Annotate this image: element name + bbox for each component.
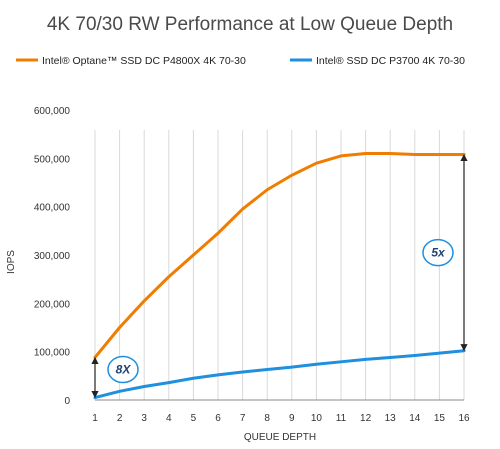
x-axis-ticks: 1 2 3 4 5 6 7 8 9 10 11 12 13 14 15 16 bbox=[92, 413, 470, 424]
data-point bbox=[93, 356, 97, 359]
legend-label-optane: Intel® Optane™ SSD DC P4800X 4K 70-30 bbox=[42, 55, 246, 67]
data-point bbox=[266, 188, 269, 191]
y-axis-title: IOPS bbox=[6, 250, 17, 274]
data-point bbox=[241, 370, 244, 374]
data-point bbox=[315, 363, 318, 366]
data-point bbox=[192, 377, 195, 380]
data-point bbox=[339, 360, 343, 364]
annotation-label: 8X bbox=[116, 363, 132, 377]
x-tick-label: 12 bbox=[360, 413, 372, 424]
chart-title: 4K 70/30 RW Performance at Low Queue Dep… bbox=[47, 14, 453, 35]
x-tick-label: 9 bbox=[289, 413, 295, 424]
data-point bbox=[389, 152, 392, 155]
data-point bbox=[438, 351, 441, 355]
x-tick-label: 15 bbox=[434, 413, 446, 424]
data-point bbox=[167, 275, 170, 278]
x-tick-label: 5 bbox=[191, 413, 197, 424]
data-point bbox=[143, 299, 146, 303]
y-tick-label: 0 bbox=[64, 396, 70, 407]
y-tick-label: 200,000 bbox=[34, 299, 71, 310]
data-point bbox=[290, 365, 293, 369]
data-point bbox=[413, 153, 416, 156]
grid bbox=[94, 130, 465, 400]
x-tick-label: 10 bbox=[311, 413, 323, 424]
x-tick-label: 1 bbox=[92, 413, 98, 424]
data-point bbox=[192, 253, 195, 257]
data-point bbox=[118, 326, 121, 329]
y-tick-label: 600,000 bbox=[34, 106, 71, 117]
data-point bbox=[364, 152, 367, 155]
series-line-p3700 bbox=[93, 349, 466, 400]
data-point bbox=[315, 161, 318, 165]
legend: Intel® Optane™ SSD DC P4800X 4K 70-30 In… bbox=[16, 55, 465, 67]
x-tick-label: 6 bbox=[215, 413, 221, 424]
data-point bbox=[118, 390, 121, 393]
data-point bbox=[167, 381, 170, 384]
data-point bbox=[339, 154, 343, 158]
x-tick-label: 11 bbox=[336, 413, 347, 424]
x-axis-title: QUEUE DEPTH bbox=[244, 432, 316, 443]
x-tick-label: 3 bbox=[141, 413, 147, 424]
y-tick-label: 500,000 bbox=[34, 154, 71, 165]
data-point bbox=[216, 373, 220, 377]
data-point bbox=[266, 368, 269, 371]
data-point bbox=[290, 174, 293, 177]
x-tick-label: 8 bbox=[264, 413, 270, 424]
annotations: 8X 5x bbox=[91, 153, 468, 399]
legend-label-p3700: Intel® SSD DC P3700 4K 70-30 bbox=[316, 55, 465, 67]
y-tick-label: 100,000 bbox=[34, 348, 71, 359]
x-tick-label: 13 bbox=[385, 413, 397, 424]
x-tick-label: 2 bbox=[117, 413, 123, 424]
data-point bbox=[462, 153, 466, 156]
data-point bbox=[438, 153, 441, 156]
x-tick-label: 14 bbox=[409, 413, 421, 424]
series-line-optane bbox=[93, 152, 466, 359]
data-point bbox=[143, 385, 146, 388]
annotation-badge bbox=[422, 238, 454, 267]
y-axis-ticks: 0 100,000 200,000 300,000 400,000 500,000 600,… bbox=[34, 106, 71, 407]
x-tick-label: 4 bbox=[166, 413, 172, 424]
x-tick-label: 16 bbox=[458, 413, 470, 424]
annotation-badge bbox=[107, 355, 139, 384]
x-tick-label: 7 bbox=[240, 413, 246, 424]
data-point bbox=[93, 396, 97, 399]
series-lines bbox=[93, 152, 466, 400]
data-point bbox=[389, 356, 392, 359]
data-point bbox=[413, 354, 416, 357]
y-tick-label: 300,000 bbox=[34, 251, 71, 262]
y-tick-label: 400,000 bbox=[34, 203, 71, 214]
data-point bbox=[462, 349, 466, 352]
data-point bbox=[364, 358, 367, 361]
annotation-label: 5x bbox=[431, 246, 446, 260]
data-point bbox=[216, 232, 220, 235]
data-point bbox=[241, 207, 244, 211]
